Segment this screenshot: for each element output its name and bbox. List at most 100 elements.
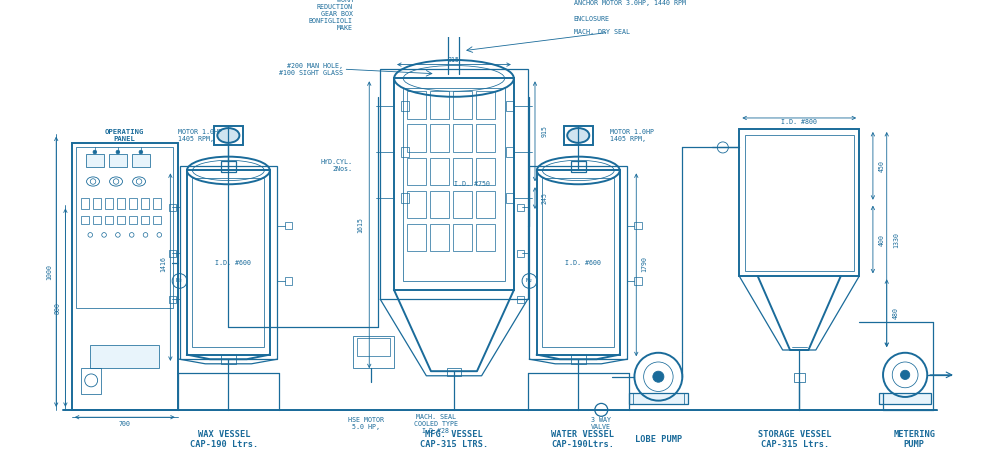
Text: #200 MAN HOLE,
#100 SIGHT GLASS: #200 MAN HOLE, #100 SIGHT GLASS bbox=[279, 63, 343, 76]
Text: 915: 915 bbox=[541, 125, 547, 137]
Bar bbox=[132, 154, 150, 167]
Bar bbox=[141, 198, 149, 209]
Text: HYD.CYL.
2Nos.: HYD.CYL. 2Nos. bbox=[321, 159, 353, 172]
Bar bbox=[407, 91, 426, 119]
Bar bbox=[81, 217, 89, 224]
Text: MACH. DRY SEAL: MACH. DRY SEAL bbox=[574, 29, 630, 35]
Bar bbox=[407, 158, 426, 185]
Bar bbox=[506, 193, 514, 203]
Bar bbox=[506, 147, 514, 157]
Bar bbox=[629, 393, 688, 404]
Bar bbox=[81, 369, 101, 394]
Bar bbox=[476, 158, 495, 185]
Bar bbox=[430, 91, 449, 119]
Text: 450: 450 bbox=[879, 160, 885, 172]
Bar bbox=[90, 345, 159, 369]
Bar bbox=[153, 198, 161, 209]
Bar bbox=[93, 198, 101, 209]
Text: I.D. #800: I.D. #800 bbox=[781, 119, 817, 124]
Bar bbox=[506, 101, 514, 111]
Bar bbox=[129, 198, 137, 209]
Bar bbox=[571, 161, 586, 172]
Bar bbox=[564, 126, 593, 145]
Bar bbox=[430, 224, 449, 251]
Bar bbox=[380, 69, 528, 299]
Bar bbox=[169, 204, 176, 211]
Text: 1330: 1330 bbox=[893, 231, 899, 247]
Bar bbox=[180, 166, 277, 359]
Text: N₂: N₂ bbox=[526, 278, 533, 284]
Bar bbox=[745, 134, 854, 271]
Bar bbox=[401, 101, 409, 111]
Bar bbox=[517, 204, 524, 211]
Bar bbox=[476, 124, 495, 152]
Bar bbox=[403, 87, 505, 281]
Text: STORAGE VESSEL
CAP-315 Ltrs.: STORAGE VESSEL CAP-315 Ltrs. bbox=[758, 429, 831, 449]
Bar bbox=[285, 277, 292, 285]
Bar bbox=[214, 126, 243, 145]
Bar bbox=[169, 250, 176, 257]
Text: 3 WAY
VALVE: 3 WAY VALVE bbox=[591, 417, 611, 430]
Ellipse shape bbox=[493, 9, 531, 27]
Bar bbox=[453, 224, 472, 251]
Bar bbox=[401, 193, 409, 203]
Bar bbox=[447, 369, 461, 376]
Bar bbox=[794, 373, 805, 382]
Bar bbox=[430, 124, 449, 152]
Text: 800: 800 bbox=[55, 302, 61, 314]
Text: METERING
PUMP: METERING PUMP bbox=[893, 429, 935, 449]
Bar bbox=[407, 190, 426, 219]
Bar bbox=[434, 5, 474, 32]
Circle shape bbox=[653, 371, 664, 382]
Bar bbox=[86, 154, 104, 167]
Bar bbox=[476, 190, 495, 219]
Bar bbox=[571, 355, 586, 364]
Text: 700: 700 bbox=[118, 421, 130, 427]
Bar bbox=[537, 171, 620, 355]
Text: WAX VESSEL
CAP-190 Ltrs.: WAX VESSEL CAP-190 Ltrs. bbox=[190, 429, 258, 449]
Text: OPERATING
PANEL: OPERATING PANEL bbox=[105, 129, 144, 142]
Bar bbox=[879, 393, 931, 404]
Circle shape bbox=[901, 370, 910, 380]
Text: 1000: 1000 bbox=[46, 264, 52, 280]
Bar bbox=[476, 91, 495, 119]
Bar bbox=[105, 217, 113, 224]
Bar bbox=[353, 336, 394, 369]
Bar bbox=[430, 158, 449, 185]
Bar bbox=[517, 250, 524, 257]
Bar bbox=[634, 222, 642, 229]
Bar bbox=[440, 3, 468, 9]
Bar bbox=[109, 154, 127, 167]
Bar bbox=[542, 178, 614, 347]
Text: WORM
REDUCTION
GEAR BOX
BONFIGLIOLI
MAKE: WORM REDUCTION GEAR BOX BONFIGLIOLI MAKE bbox=[309, 0, 353, 31]
Bar bbox=[394, 78, 514, 290]
Bar bbox=[453, 158, 472, 185]
Bar bbox=[453, 124, 472, 152]
Text: 1790: 1790 bbox=[642, 256, 648, 272]
Text: 245: 245 bbox=[541, 192, 547, 204]
Ellipse shape bbox=[567, 128, 589, 143]
Bar bbox=[221, 355, 236, 364]
Bar bbox=[129, 217, 137, 224]
Text: 400: 400 bbox=[879, 234, 885, 246]
Bar bbox=[477, 8, 499, 28]
Text: MFG. VESSEL
CAP-315 LTRS.: MFG. VESSEL CAP-315 LTRS. bbox=[420, 429, 488, 449]
Text: I.D. #750: I.D. #750 bbox=[454, 181, 490, 187]
Bar bbox=[76, 147, 173, 308]
Text: 1615: 1615 bbox=[357, 217, 363, 233]
Text: ANCHOR MOTOR 3.0HP, 1440 RPM: ANCHOR MOTOR 3.0HP, 1440 RPM bbox=[574, 0, 686, 6]
Bar bbox=[105, 198, 113, 209]
Bar bbox=[634, 277, 642, 285]
Bar bbox=[72, 143, 178, 410]
Text: 480: 480 bbox=[893, 307, 899, 319]
Text: I.D. #600: I.D. #600 bbox=[215, 259, 251, 266]
Bar bbox=[117, 217, 125, 224]
Circle shape bbox=[116, 150, 120, 154]
Text: 315: 315 bbox=[448, 57, 460, 63]
Text: MOTOR 1.0HP
1405 RPM,: MOTOR 1.0HP 1405 RPM, bbox=[610, 129, 654, 142]
Circle shape bbox=[93, 150, 97, 154]
Bar bbox=[739, 129, 859, 276]
Bar bbox=[81, 198, 89, 209]
Bar bbox=[407, 124, 426, 152]
Bar bbox=[453, 91, 472, 119]
